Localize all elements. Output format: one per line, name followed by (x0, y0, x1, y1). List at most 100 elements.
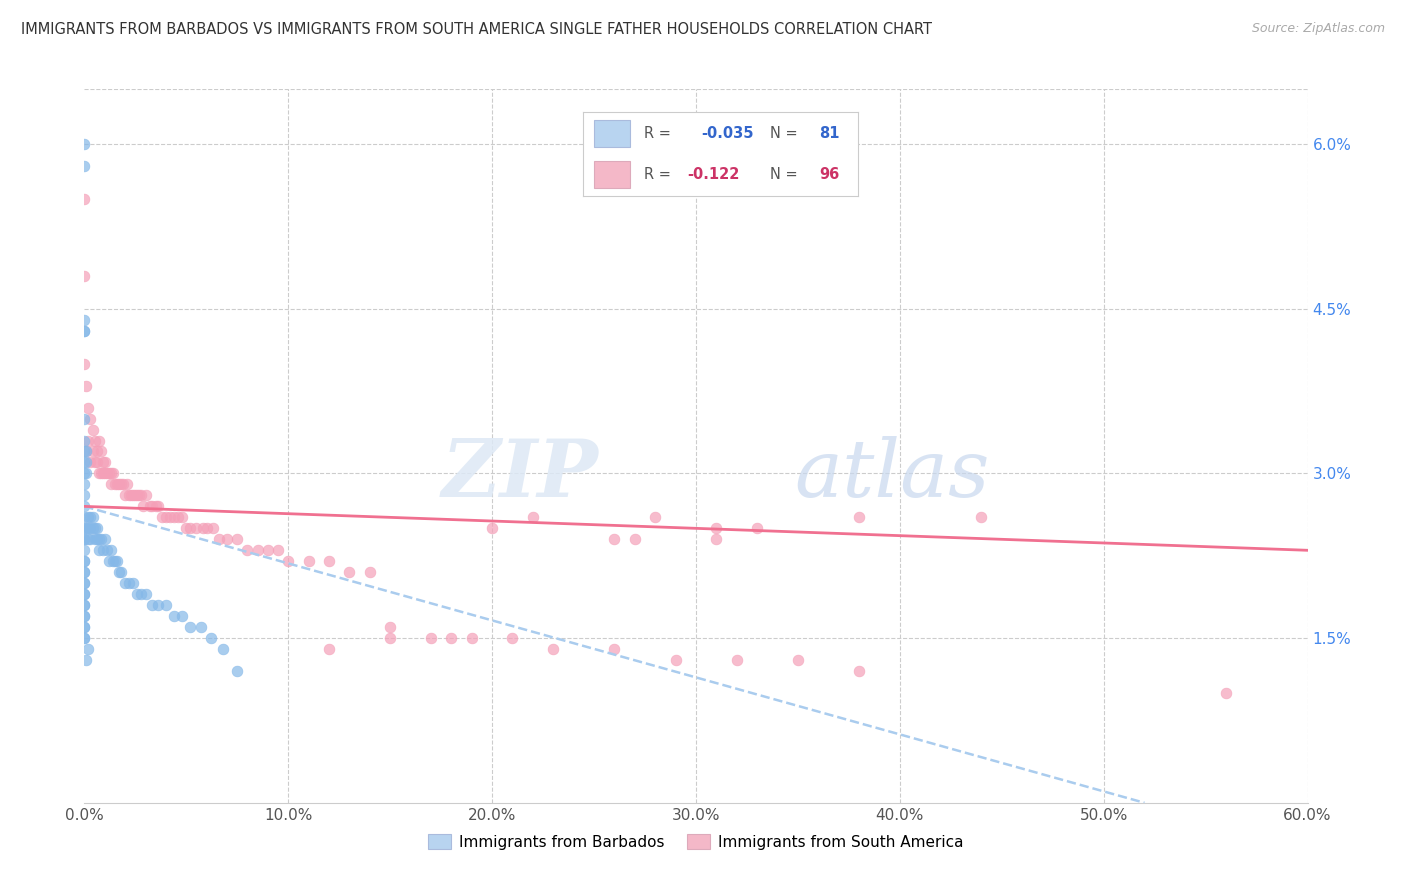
Point (87, 533, 110, 547)
Point (93, 455, 115, 469)
Point (73, 631, 96, 645)
Point (100, 477, 122, 491)
Point (114, 488, 136, 502)
Bar (595, 120, 630, 147)
Point (191, 521, 214, 535)
Point (105, 477, 128, 491)
Point (75, 521, 97, 535)
Point (159, 510, 181, 524)
Point (73, 411, 96, 425)
Point (87, 543, 110, 558)
Point (90, 467, 112, 481)
Point (77, 434, 100, 448)
Point (236, 543, 259, 558)
Point (73, 434, 96, 448)
Point (73, 312, 96, 326)
Point (79, 510, 101, 524)
Point (87, 434, 110, 448)
Point (146, 598, 169, 612)
Point (73, 488, 96, 502)
Point (725, 653, 748, 667)
Point (257, 543, 280, 558)
Point (440, 631, 463, 645)
Point (91, 543, 114, 558)
Point (83, 533, 105, 547)
Point (73, 620, 96, 634)
Point (73, 510, 96, 524)
Point (122, 576, 145, 591)
Point (217, 533, 239, 547)
Point (318, 642, 340, 657)
Point (163, 609, 186, 624)
Text: 81: 81 (820, 126, 839, 141)
Point (172, 609, 194, 624)
Bar (595, 161, 630, 188)
Point (91, 467, 114, 481)
Point (200, 631, 222, 645)
Point (127, 488, 149, 502)
Point (186, 521, 208, 535)
Point (190, 620, 212, 634)
Point (93, 533, 115, 547)
Point (104, 477, 127, 491)
Point (118, 576, 141, 591)
Point (155, 598, 177, 612)
Point (100, 543, 122, 558)
Point (73, 566, 96, 580)
Point (461, 631, 484, 645)
Point (124, 488, 146, 502)
Point (226, 533, 249, 547)
Point (73, 467, 96, 481)
Point (179, 620, 201, 634)
Point (77, 533, 100, 547)
Point (75, 653, 97, 667)
Point (110, 566, 132, 580)
Point (73, 554, 96, 568)
Point (114, 576, 136, 591)
Point (127, 587, 149, 601)
Point (179, 521, 201, 535)
Text: 96: 96 (820, 167, 839, 182)
Point (208, 533, 231, 547)
Point (101, 467, 124, 481)
Point (112, 477, 135, 491)
Point (73, 137, 96, 152)
Point (706, 533, 728, 547)
Point (420, 631, 443, 645)
Point (138, 500, 160, 514)
Point (91, 455, 114, 469)
Point (75, 455, 97, 469)
Point (339, 566, 361, 580)
Point (212, 642, 235, 657)
Point (83, 455, 105, 469)
Point (73, 598, 96, 612)
Legend: Immigrants from Barbados, Immigrants from South America: Immigrants from Barbados, Immigrants fro… (422, 828, 970, 855)
Point (75, 467, 97, 481)
Point (108, 477, 131, 491)
Text: ZIP: ZIP (441, 436, 598, 513)
Point (848, 664, 870, 678)
Point (226, 664, 249, 678)
Point (104, 554, 127, 568)
Point (73, 554, 96, 568)
Point (100, 467, 122, 481)
Point (86, 533, 108, 547)
Point (87, 467, 110, 481)
Text: atlas: atlas (794, 436, 990, 513)
Point (83, 521, 105, 535)
Point (77, 510, 100, 524)
Point (97, 467, 120, 481)
Point (706, 521, 728, 535)
Point (101, 554, 124, 568)
Point (543, 642, 565, 657)
Point (79, 455, 101, 469)
Point (131, 587, 153, 601)
Text: N =: N = (770, 167, 803, 182)
Text: R =: R = (644, 126, 675, 141)
Point (73, 477, 96, 491)
Point (298, 554, 321, 568)
Point (90, 444, 112, 458)
Text: -0.035: -0.035 (702, 126, 754, 141)
Point (73, 324, 96, 338)
Point (115, 477, 138, 491)
